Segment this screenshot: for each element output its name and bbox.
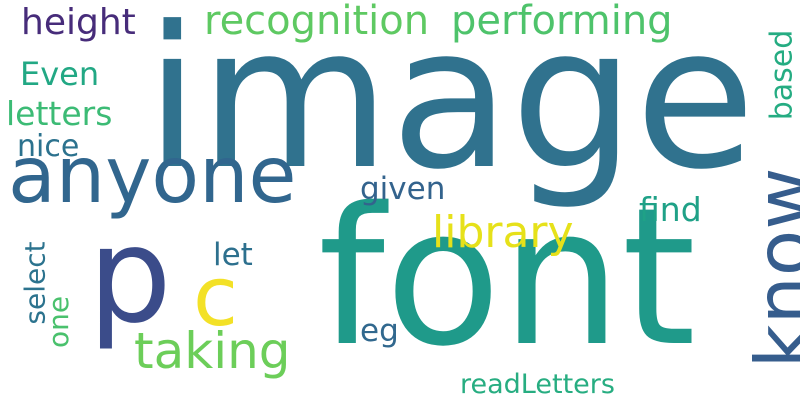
word-based: based — [764, 29, 800, 121]
word-font: font — [318, 167, 697, 388]
word-image: image — [145, 0, 756, 213]
word-nice: nice — [17, 129, 80, 164]
word-find: find — [639, 190, 702, 229]
word-know: know — [738, 167, 800, 369]
word-let: let — [213, 237, 253, 273]
word-readletters: readLetters — [460, 369, 615, 400]
word-c: c — [193, 250, 239, 345]
word-taking: taking — [134, 322, 291, 380]
word-given: given — [360, 171, 446, 207]
word-p: p — [88, 199, 172, 353]
word-performing: performing — [451, 0, 673, 44]
word-letters: letters — [6, 94, 113, 133]
word-height: height — [21, 2, 136, 43]
word-recognition: recognition — [204, 0, 430, 44]
word-anyone: anyone — [8, 131, 297, 221]
word-one: one — [42, 295, 76, 349]
word-even: Even — [20, 55, 100, 93]
word-library: library — [432, 207, 574, 258]
word-eg: eg — [360, 313, 399, 349]
